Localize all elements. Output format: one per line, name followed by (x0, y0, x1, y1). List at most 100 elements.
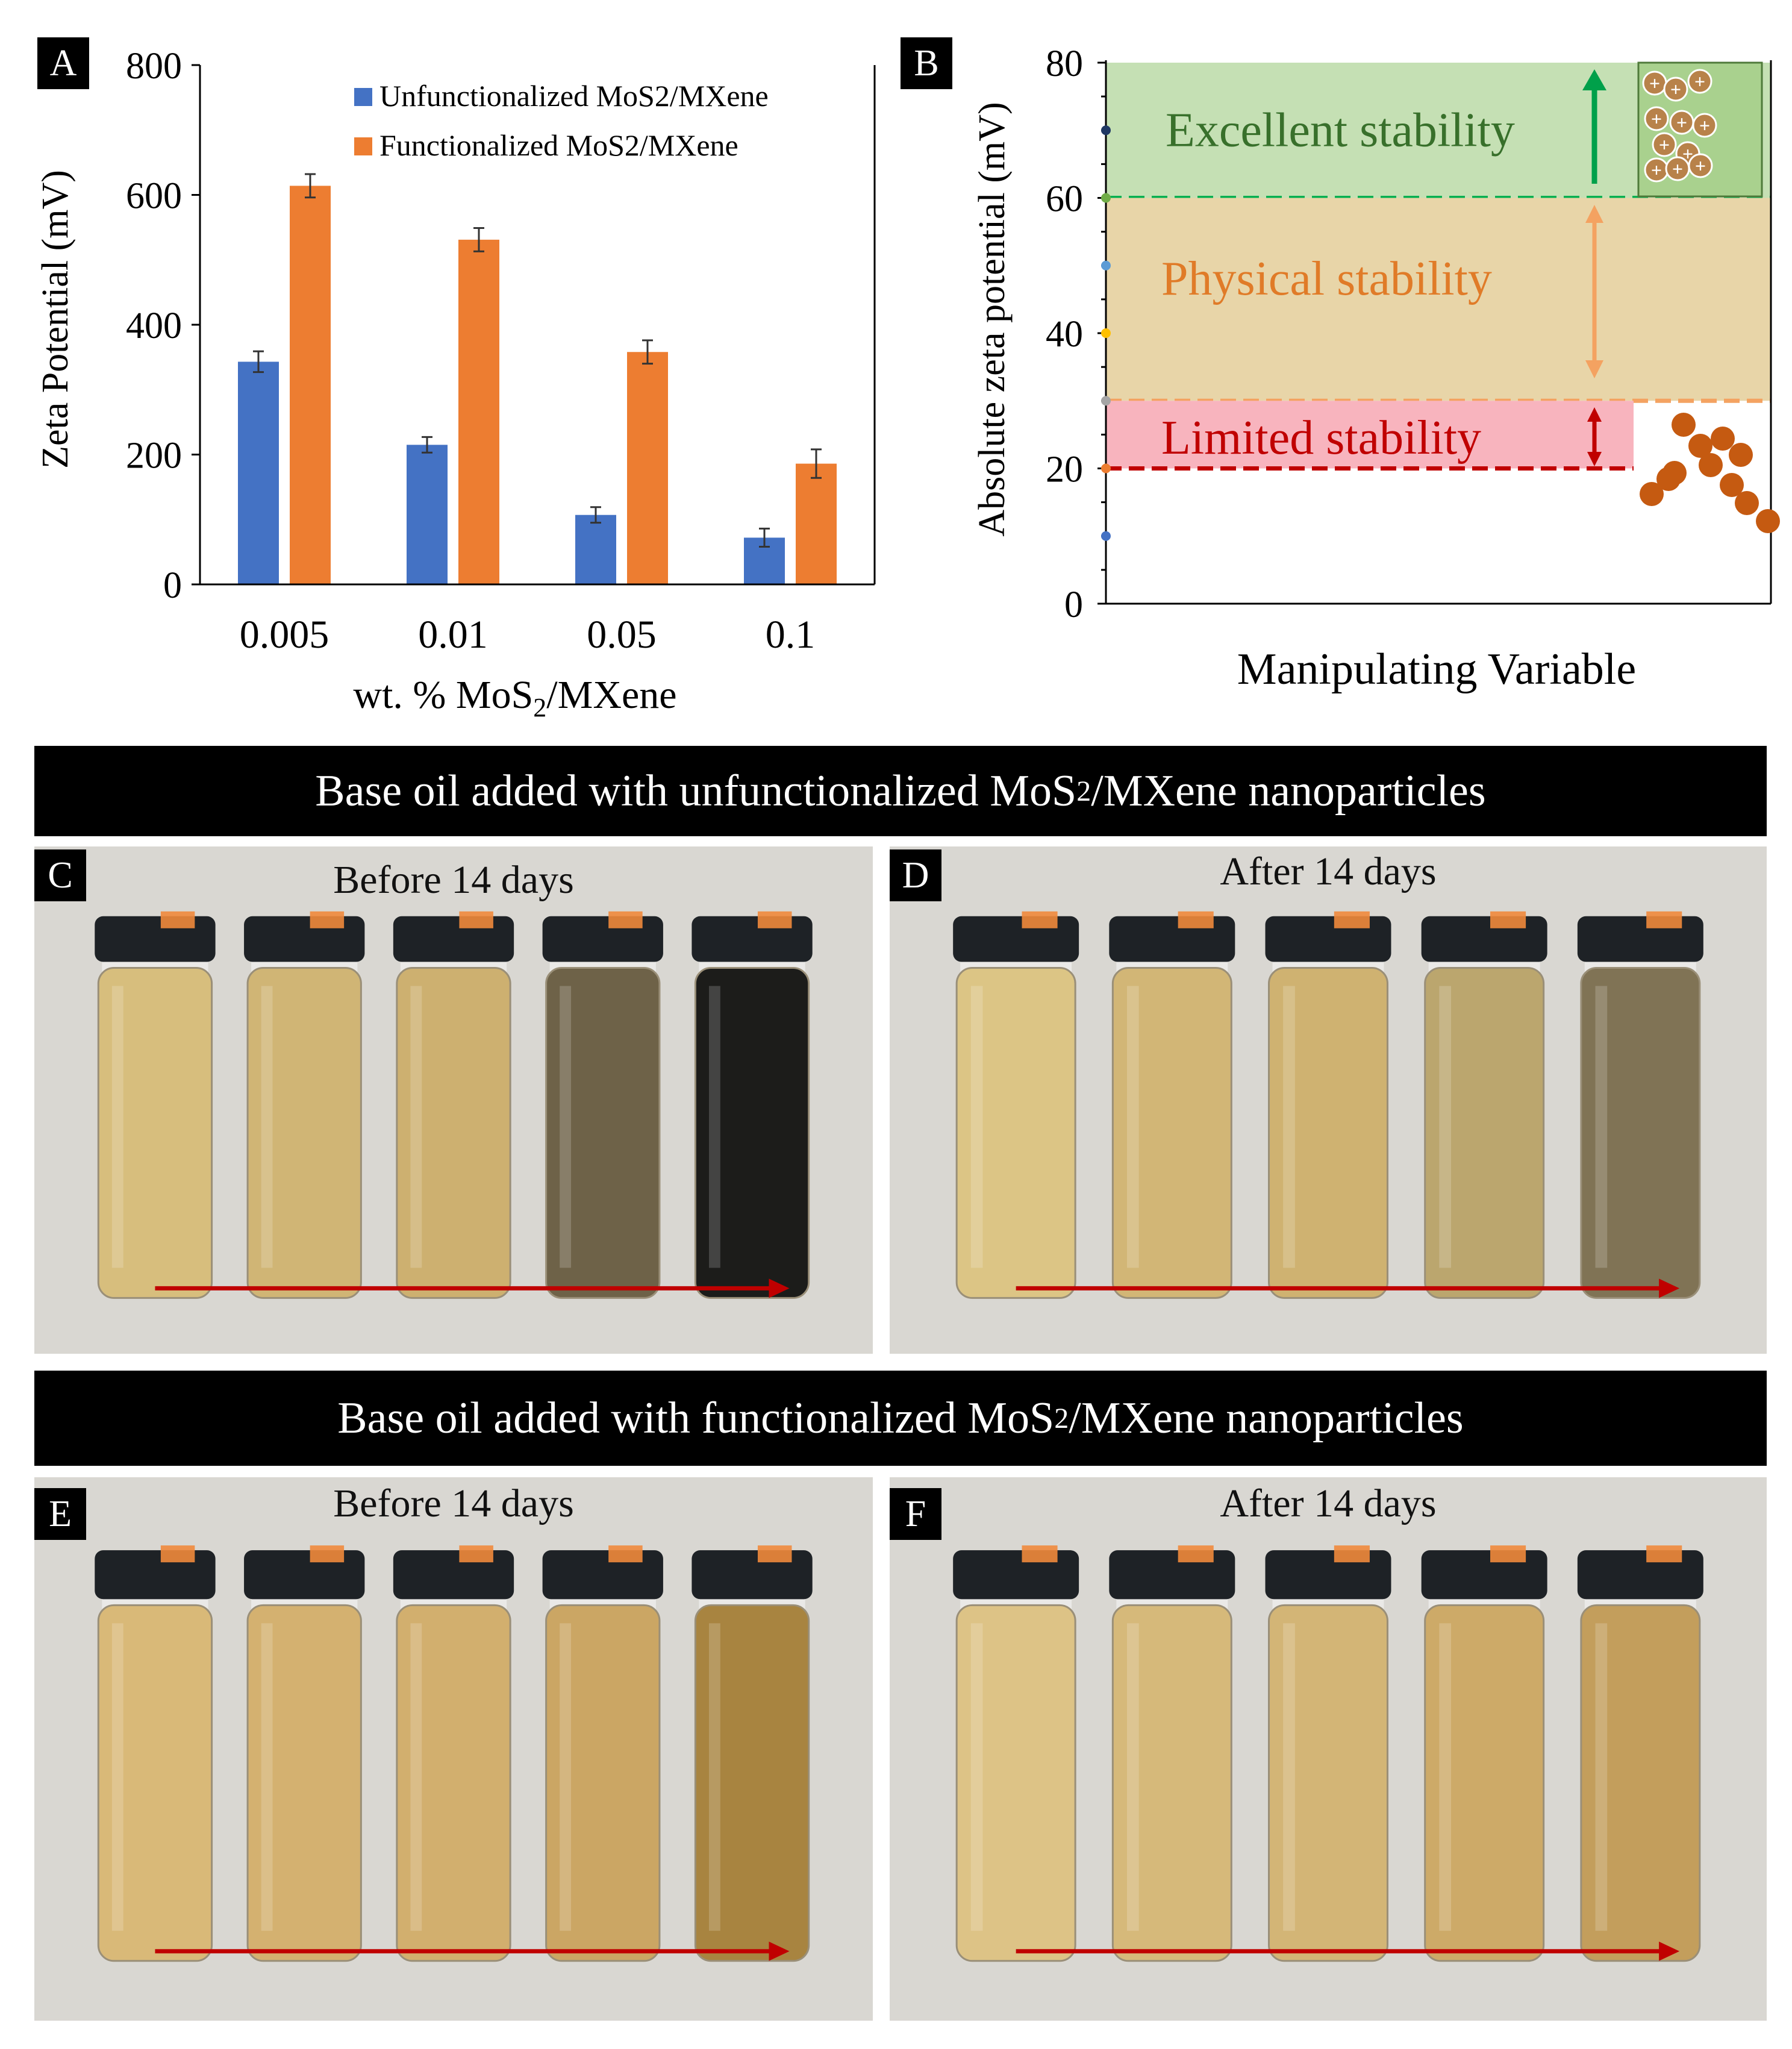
vial (95, 1545, 216, 1962)
charge-symbol: + (1651, 108, 1662, 130)
vial-cap (692, 1550, 813, 1600)
vial-cap (542, 1550, 663, 1600)
vial-cap (1577, 1550, 1703, 1600)
photo-title: Before 14 days (333, 1481, 574, 1525)
vial (1421, 911, 1547, 1299)
vial-tape (757, 1545, 792, 1563)
vial-liquid (246, 967, 362, 1299)
bar-unfunctionalized (575, 515, 616, 584)
legend-swatch-functionalized (354, 137, 372, 155)
vial-cap (95, 1550, 216, 1600)
concentration-arrow-head (769, 1278, 790, 1298)
functionalized-banner: Base oil added with functionalized MoS 2/… (34, 1371, 1767, 1466)
y-tick-label: 80 (1046, 43, 1083, 84)
vial (692, 1545, 813, 1962)
zone-physical (1106, 198, 1771, 401)
concentration-arrow-head (769, 1941, 790, 1961)
zeta-potential-bar-chart: 0 200 400 600 800 0.005 0.01 0.05 0.1 Zeta Poten… (35, 46, 876, 722)
vial (953, 1545, 1079, 1962)
photo-title: After 14 days (1220, 1481, 1437, 1525)
vial-tape (1334, 1545, 1370, 1563)
vial-tape (310, 911, 345, 928)
banner-text-sub: 2 (1076, 775, 1091, 807)
vial-liquid (1424, 1604, 1545, 1962)
vial-tape (608, 1545, 643, 1563)
vial-liquid (1580, 1604, 1701, 1962)
vial-cap (244, 916, 365, 962)
banner-text-sub: 2 (1054, 1402, 1069, 1434)
charge-symbol: + (1676, 111, 1687, 133)
charged-particle (1652, 132, 1677, 157)
vial (542, 911, 663, 1299)
tick-dot (1101, 193, 1111, 203)
vial-cap (953, 1550, 1079, 1600)
stability-zone-chart: Excellent stability Physical stability Lim… (972, 43, 1780, 694)
vial-cap (953, 916, 1079, 962)
vial-liquid (97, 967, 213, 1299)
vial-cap (1421, 1550, 1547, 1600)
tick-dot (1101, 125, 1111, 136)
tick-dot (1101, 463, 1111, 474)
banner-text-prefix: Base oil added with functionalized MoS (337, 1393, 1055, 1443)
vial-liquid (396, 967, 511, 1299)
bar-functionalized (796, 463, 837, 584)
vial (95, 911, 216, 1299)
vial-tape (1334, 911, 1370, 928)
vial-tape (1178, 1545, 1214, 1563)
excellent-arrow (1582, 69, 1606, 184)
banner-text-suffix: /MXene nanoparticles (1069, 1393, 1464, 1443)
y-axis-label: Zeta Potential (mV) (35, 170, 76, 469)
charge-symbol: + (1649, 72, 1660, 94)
vial-tape (1490, 1545, 1526, 1563)
dispersed-particles-inset: + + ++ + ++ ++ + + (1637, 61, 1763, 198)
vial (1109, 1545, 1235, 1962)
agglomerated-particles-inset (1634, 410, 1780, 533)
vial-liquid (246, 1604, 362, 1962)
y-tick-label: 200 (126, 436, 182, 477)
vial (244, 911, 365, 1299)
vial-cap (1265, 916, 1391, 962)
vial-liquid (1268, 967, 1388, 1299)
vial-tape (1490, 911, 1526, 928)
vial-liquid (1580, 967, 1701, 1299)
tick-dot (1101, 396, 1111, 406)
vial-tape (459, 911, 493, 928)
concentration-arrow-head (1659, 1278, 1680, 1298)
charge-symbol: + (1672, 158, 1683, 180)
vial-cap (1421, 916, 1547, 962)
vial-liquid (694, 1604, 810, 1962)
vial-tape (1022, 1545, 1058, 1563)
vial-liquid (1424, 967, 1545, 1299)
limited-arrow (1587, 407, 1602, 466)
vial-liquid (1111, 967, 1232, 1299)
bar-functionalized (458, 239, 499, 584)
charged-particle (1663, 77, 1688, 102)
y-tick-label: 600 (126, 176, 182, 217)
physical-arrow (1585, 205, 1603, 378)
zone-limited (1106, 401, 1634, 469)
charged-particle (1688, 153, 1713, 178)
vial-cap (95, 916, 216, 962)
vial-tape (160, 1545, 195, 1563)
vial (1265, 1545, 1391, 1962)
panel-label-f: F (890, 1488, 941, 1540)
y-tick-label: 40 (1046, 314, 1083, 355)
panel-label-b: B (901, 37, 952, 89)
vial-tape (160, 911, 195, 928)
vial-liquid (97, 1604, 213, 1962)
vial-cap (244, 1550, 365, 1600)
x-tick-label: 0.005 (240, 613, 329, 657)
vial-cap (692, 916, 813, 962)
panel-label-c: C (34, 849, 86, 901)
panel-label-d: D (890, 849, 941, 901)
charge-symbol: + (1699, 114, 1710, 136)
vial (692, 911, 813, 1299)
zone-label: Excellent stability (1166, 104, 1515, 157)
vial-liquid (545, 1604, 661, 1962)
vial-tape (459, 1545, 493, 1563)
banner-text-prefix: Base oil added with unfunctionalized MoS (315, 766, 1077, 816)
bar-functionalized (627, 352, 668, 584)
vial (393, 911, 514, 1299)
vial-liquid (1268, 1604, 1388, 1962)
vials-photo-e: Before 14 days (34, 1477, 873, 2021)
